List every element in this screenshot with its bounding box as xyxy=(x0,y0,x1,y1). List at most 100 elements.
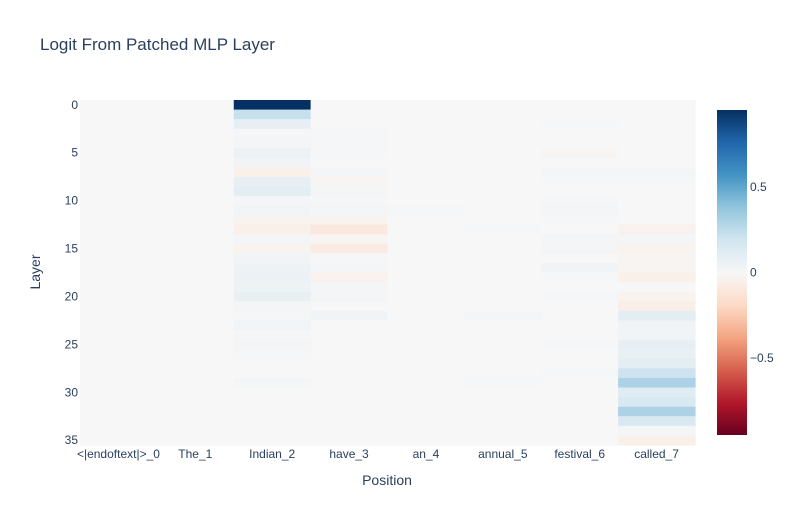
colorbar-tick-label: 0.5 xyxy=(750,180,767,194)
heatmap-cell xyxy=(387,243,465,254)
heatmap-cell xyxy=(541,358,619,369)
heatmap-cell xyxy=(541,320,619,331)
heatmap-cell xyxy=(80,416,158,427)
heatmap-cell xyxy=(233,310,312,322)
heatmap-cell xyxy=(156,147,235,159)
heatmap-cell xyxy=(156,195,235,207)
heatmap-cell xyxy=(464,176,542,187)
heatmap-cell xyxy=(464,416,542,427)
heatmap-cell xyxy=(156,291,235,302)
heatmap-cell xyxy=(541,186,619,197)
heatmap-cell xyxy=(464,157,542,168)
heatmap-cell xyxy=(233,128,312,139)
heatmap-cell xyxy=(387,128,465,139)
heatmap-cell xyxy=(618,282,696,293)
heatmap-cell xyxy=(618,167,696,178)
heatmap-cell xyxy=(618,253,696,264)
heatmap-cell xyxy=(233,243,312,254)
heatmap-cell xyxy=(233,147,312,159)
heatmap-cell xyxy=(541,406,619,417)
y-tick-label: 10 xyxy=(65,194,79,208)
heatmap-cell xyxy=(80,109,158,120)
heatmap-cell xyxy=(541,128,619,139)
heatmap-cell xyxy=(541,243,619,254)
heatmap-cell xyxy=(464,282,542,293)
heatmap-cell xyxy=(618,406,696,417)
heatmap-cell xyxy=(387,387,465,398)
heatmap-cell xyxy=(541,310,619,322)
heatmap-cell xyxy=(80,349,158,360)
heatmap-cell xyxy=(233,377,312,389)
heatmap-cell xyxy=(618,100,696,111)
heatmap-cell xyxy=(387,215,465,226)
heatmap-cell xyxy=(541,349,619,360)
heatmap-cell xyxy=(618,243,696,254)
heatmap-cell xyxy=(387,157,465,168)
heatmap-cell xyxy=(233,397,312,408)
heatmap-cell xyxy=(541,157,619,168)
heatmap-cell xyxy=(618,128,696,139)
heatmap-cell xyxy=(464,368,542,379)
heatmap-cell xyxy=(464,119,542,130)
heatmap-cell xyxy=(233,167,312,178)
heatmap-cell xyxy=(464,167,542,178)
heatmap-cell xyxy=(541,435,619,446)
heatmap-cell xyxy=(156,397,235,408)
heatmap-cell xyxy=(156,234,235,245)
heatmap-cell xyxy=(80,157,158,168)
heatmap-cell xyxy=(80,186,158,197)
y-tick-label: 35 xyxy=(65,433,79,447)
heatmap-cell xyxy=(387,167,465,178)
heatmap-cell xyxy=(618,176,696,187)
heatmap-cell xyxy=(387,301,465,312)
heatmap-cell xyxy=(464,272,542,283)
heatmap-cell xyxy=(233,109,312,120)
colorbar-tick-labels: 0.5 0 −0.5 xyxy=(750,180,774,365)
heatmap-cell xyxy=(464,262,542,274)
heatmap-cell xyxy=(80,320,158,331)
heatmap-cell xyxy=(541,291,619,302)
colorbar-tick-label: 0 xyxy=(750,266,757,280)
heatmap-cell xyxy=(80,310,158,322)
heatmap-cell xyxy=(156,128,235,139)
heatmap-cell xyxy=(156,272,235,283)
heatmap-cell xyxy=(156,100,235,111)
x-tick-label: an_4 xyxy=(413,447,440,461)
x-tick-label: The_1 xyxy=(178,447,212,461)
heatmap-cell xyxy=(156,387,235,398)
heatmap-cell xyxy=(464,339,542,350)
y-tick-label: 0 xyxy=(71,98,78,112)
heatmap-cell xyxy=(618,234,696,245)
heatmap-cell xyxy=(618,358,696,369)
x-tick-label: called_7 xyxy=(634,447,679,461)
heatmap-cell xyxy=(156,186,235,197)
heatmap-cell xyxy=(310,272,389,283)
heatmap-cell xyxy=(541,339,619,350)
heatmap-cell xyxy=(618,262,696,274)
heatmap-cell xyxy=(464,147,542,159)
heatmap-cell xyxy=(310,243,389,254)
heatmap-cell xyxy=(464,387,542,398)
heatmap-cell xyxy=(464,310,542,322)
heatmap-cell xyxy=(233,387,312,398)
heatmap-cell xyxy=(541,272,619,283)
heatmap-cell xyxy=(387,406,465,417)
y-axis-title: Layer xyxy=(27,254,43,289)
heatmap-cell xyxy=(541,301,619,312)
heatmap-cell xyxy=(541,425,619,437)
heatmap-cell xyxy=(618,205,696,216)
heatmap-cell xyxy=(80,147,158,159)
heatmap-cell xyxy=(387,397,465,408)
heatmap-cell xyxy=(310,320,389,331)
heatmap-cell xyxy=(618,224,696,235)
heatmap-cell xyxy=(310,330,389,341)
heatmap-cell xyxy=(464,425,542,437)
heatmap-cell xyxy=(310,291,389,302)
heatmap-cell xyxy=(387,291,465,302)
heatmap-cell xyxy=(233,301,312,312)
heatmap-cell xyxy=(310,138,389,149)
heatmap-cell xyxy=(156,310,235,322)
heatmap-cell xyxy=(233,282,312,293)
heatmap-cell xyxy=(310,262,389,274)
